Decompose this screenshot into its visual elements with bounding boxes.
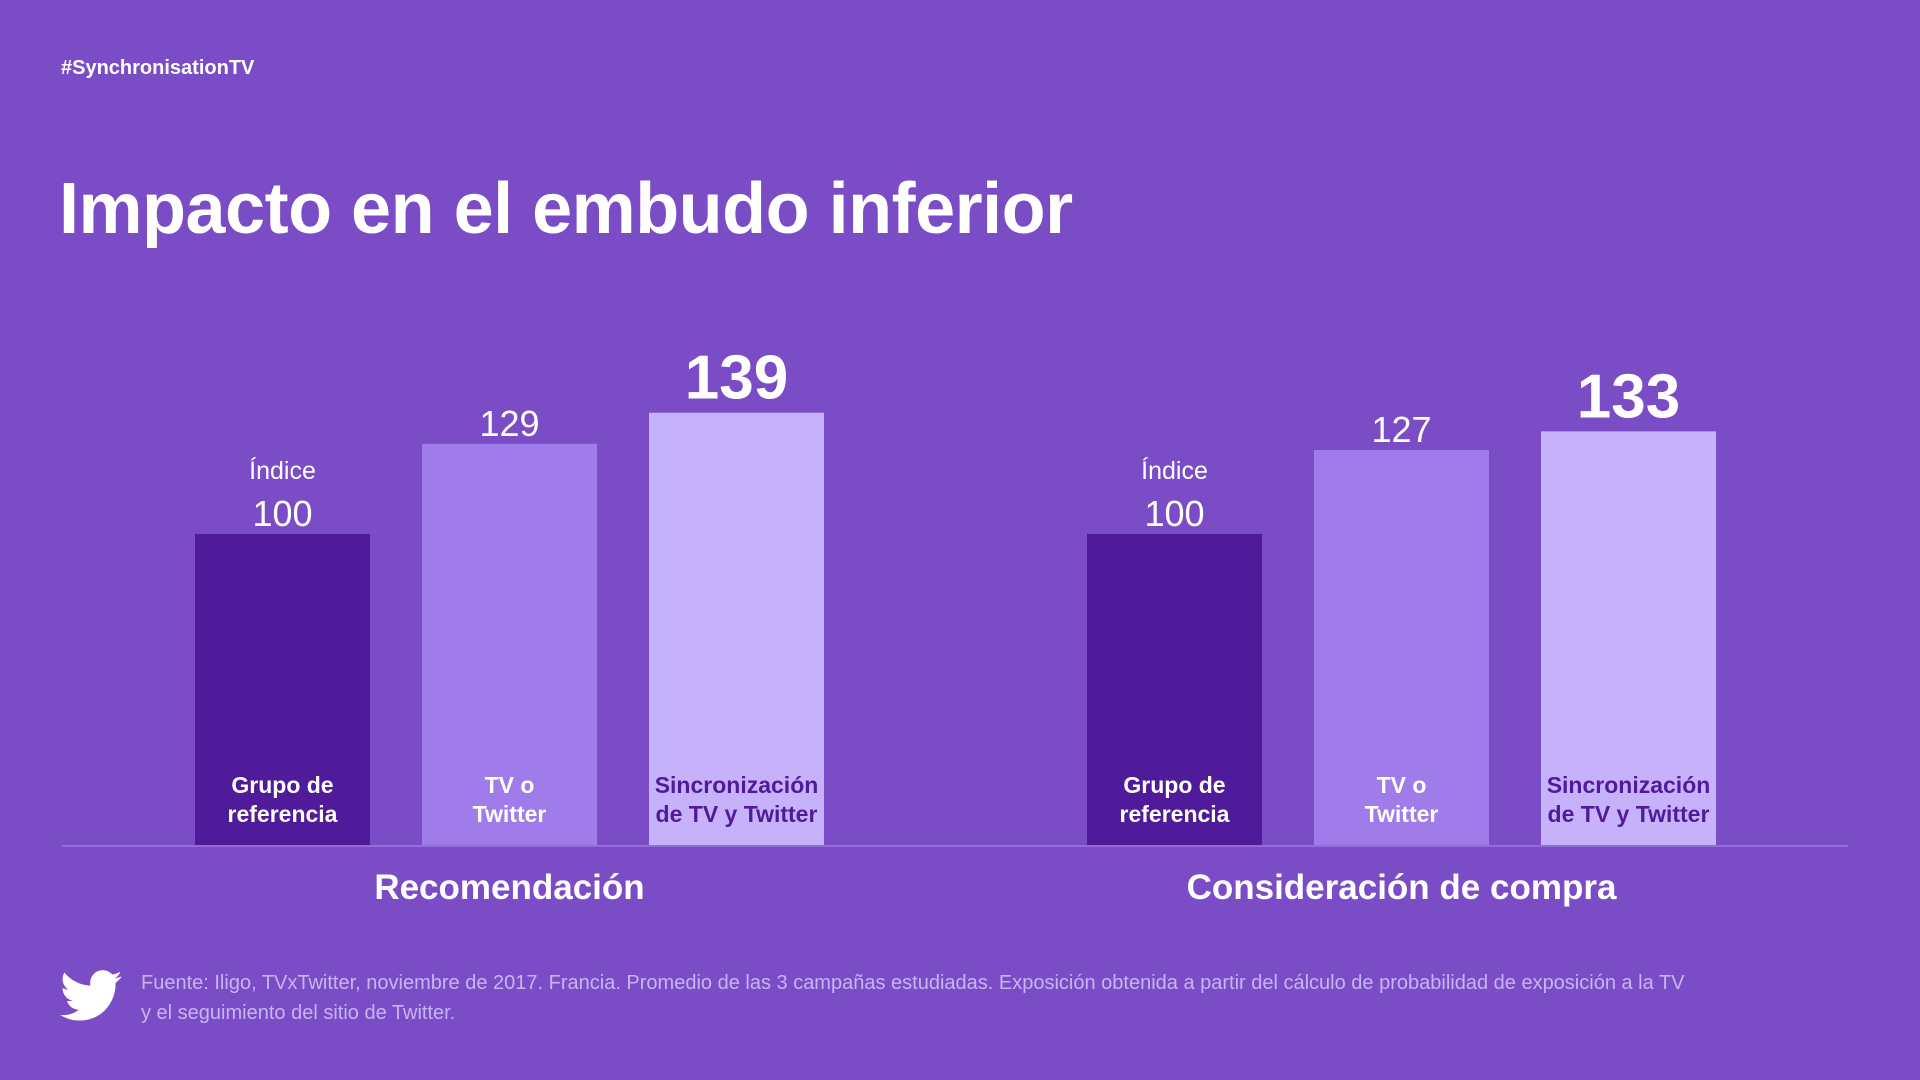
bar-category-label: TV o	[485, 772, 535, 798]
bar-category-label: de TV y Twitter	[1548, 801, 1710, 827]
bar-category-label: TV o	[1377, 772, 1427, 798]
index-label: Índice	[1141, 456, 1208, 485]
data-label: 127	[1371, 409, 1431, 450]
bar-category-label: referencia	[228, 801, 338, 827]
data-label: 139	[685, 344, 788, 413]
group-label: Recomendación	[374, 868, 644, 907]
source-line-2: y el seguimiento del sitio de Twitter.	[141, 1002, 456, 1024]
hashtag: #SynchronisationTV	[61, 57, 255, 79]
bar	[649, 412, 824, 845]
source-note: Fuente: Iligo, TVxTwitter, noviembre de …	[141, 968, 1801, 1028]
bar	[1314, 450, 1489, 845]
twitter-bird-icon	[60, 970, 122, 1021]
bar-category-label: Twitter	[473, 801, 547, 827]
bar-category-label: Sincronización	[655, 772, 819, 798]
bar	[1087, 534, 1262, 845]
bar-category-label: Grupo de	[231, 772, 333, 798]
bar	[1541, 431, 1716, 845]
page-title: Impacto en el embudo inferior	[59, 169, 1073, 249]
group-label: Consideración de compra	[1187, 868, 1617, 907]
data-label: 100	[1144, 493, 1204, 534]
data-label: 133	[1577, 362, 1680, 431]
bar-category-label: Twitter	[1365, 801, 1439, 827]
bar-category-label: Sincronización	[1547, 772, 1711, 798]
bar-category-label: Grupo de	[1123, 772, 1225, 798]
bar-category-label: de TV y Twitter	[656, 801, 818, 827]
bar-category-label: referencia	[1120, 801, 1230, 827]
data-label: 100	[252, 493, 312, 534]
data-label: 129	[479, 403, 539, 444]
source-line-1: Fuente: Iligo, TVxTwitter, noviembre de …	[141, 972, 1685, 994]
index-label: Índice	[249, 456, 316, 485]
bar	[422, 443, 597, 845]
bar	[195, 534, 370, 845]
